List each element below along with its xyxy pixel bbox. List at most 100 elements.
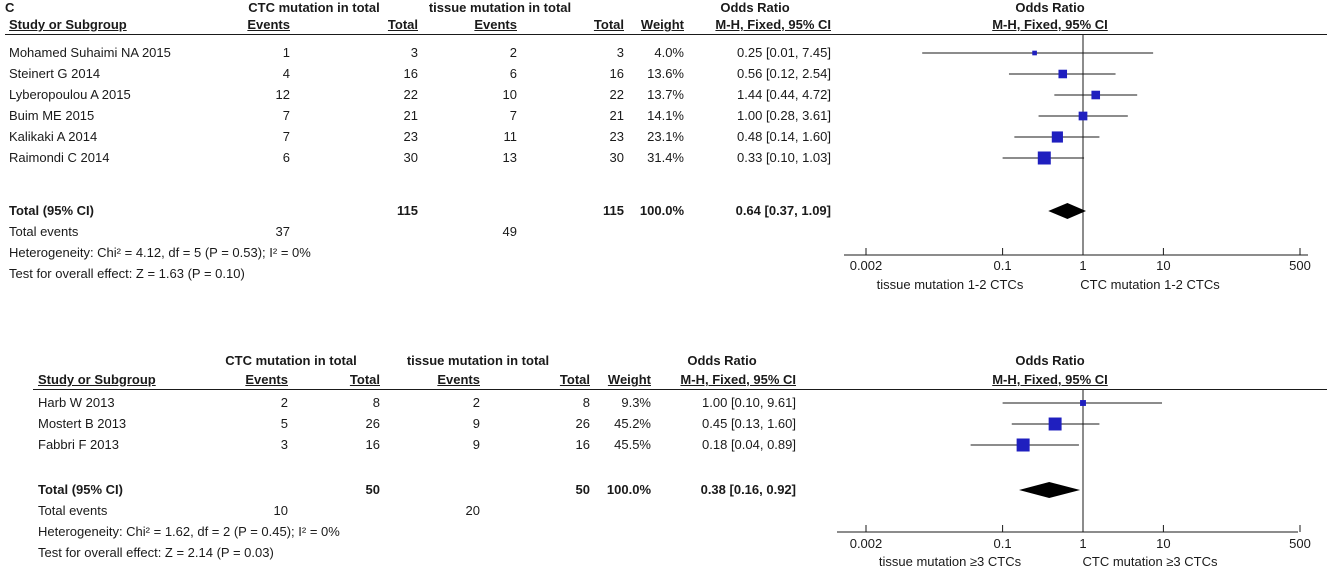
total-events-label: Total events [9, 224, 79, 239]
study-weight: 9.3% [621, 395, 651, 410]
study-weight: 45.2% [614, 416, 651, 431]
ctc-total: 30 [403, 150, 418, 165]
study-weight: 13.6% [647, 66, 684, 81]
study-ci: 0.56 [0.12, 2.54] [737, 66, 831, 81]
study-ci: 0.33 [0.10, 1.03] [737, 150, 831, 165]
ctc-group-header: CTC mutation in total [225, 353, 357, 368]
study-header: Study or Subgroup [38, 372, 156, 387]
study-marker [1058, 69, 1068, 79]
ctc-events-header: Events [245, 372, 288, 387]
study-name: Raimondi C 2014 [9, 150, 110, 165]
total-tissue: 115 [603, 203, 624, 218]
tissue-total: 8 [582, 395, 590, 410]
study-marker [1078, 111, 1088, 121]
weight-header: Weight [640, 17, 684, 32]
total-events-tissue: 20 [465, 503, 480, 518]
study-ci: 1.00 [0.10, 9.61] [702, 395, 796, 410]
study-ci: 0.48 [0.14, 1.60] [737, 129, 831, 144]
study-ci: 0.25 [0.01, 7.45] [737, 45, 831, 60]
ctc-total-header: Total [349, 372, 380, 387]
study-marker [1048, 417, 1062, 431]
axis-tick-label: 10 [1156, 536, 1171, 551]
ctc-events: 1 [282, 45, 290, 60]
plot-method: M-H, Fixed, 95% CI [992, 372, 1108, 387]
tissue-total: 30 [609, 150, 624, 165]
ctc-total: 16 [365, 437, 380, 452]
tissue-total: 23 [609, 129, 624, 144]
ctc-total: 26 [365, 416, 380, 431]
tissue-total: 21 [609, 108, 624, 123]
tissue-total: 16 [575, 437, 590, 452]
tissue-total: 22 [609, 87, 624, 102]
study-name: Harb W 2013 [38, 395, 115, 410]
axis-tick-label: 500 [1289, 536, 1311, 551]
axis-tick-label: 500 [1289, 258, 1311, 273]
tissue-events: 11 [503, 129, 518, 144]
study-name: Steinert G 2014 [9, 66, 101, 81]
total-weight: 100.0% [639, 203, 684, 218]
axis-tick-label: 0.1 [993, 536, 1012, 551]
study-ci: 1.00 [0.28, 3.61] [737, 108, 831, 123]
study-name: Mohamed Suhaimi NA 2015 [9, 45, 171, 60]
study-name: Fabbri F 2013 [38, 437, 119, 452]
odds-ratio-header: Odds Ratio [687, 353, 757, 368]
header-rule [33, 389, 1327, 390]
tissue-total-header: Total [559, 372, 590, 387]
tissue-events: 2 [509, 45, 517, 60]
favours-right-label: CTC mutation ≥3 CTCs [1082, 554, 1218, 569]
study-ci: 0.18 [0.04, 0.89] [702, 437, 796, 452]
tissue-events: 9 [472, 437, 480, 452]
total-weight: 100.0% [606, 482, 651, 497]
plot-method: M-H, Fixed, 95% CI [992, 17, 1108, 32]
total-events-label: Total events [38, 503, 108, 518]
ctc-events: 3 [280, 437, 288, 452]
tissue-total: 16 [609, 66, 624, 81]
tissue-events-header: Events [437, 372, 480, 387]
ctc-events: 7 [282, 129, 290, 144]
ctc-total: 22 [403, 87, 418, 102]
tissue-events-header: Events [474, 17, 517, 32]
ctc-events: 6 [282, 150, 290, 165]
axis-tick-label: 1 [1079, 258, 1087, 273]
total-label: Total (95% CI) [9, 203, 94, 218]
tissue-events: 10 [502, 87, 517, 102]
study-name: Lyberopoulou A 2015 [9, 87, 131, 102]
study-weight: 14.1% [647, 108, 684, 123]
study-ci: 1.44 [0.44, 4.72] [737, 87, 831, 102]
study-marker [1080, 400, 1086, 406]
total-ctc: 115 [397, 203, 418, 218]
study-ci: 0.45 [0.13, 1.60] [702, 416, 796, 431]
tissue-events: 7 [509, 108, 517, 123]
study-marker [1016, 438, 1030, 452]
pooled-diamond [1048, 203, 1087, 219]
tissue-total: 3 [616, 45, 624, 60]
plot-title: Odds Ratio [1015, 353, 1085, 368]
study-header: Study or Subgroup [9, 17, 127, 32]
tissue-events: 6 [509, 66, 517, 81]
overall-effect: Test for overall effect: Z = 2.14 (P = 0… [38, 545, 274, 560]
method-header: M-H, Fixed, 95% CI [715, 17, 831, 32]
figure-label: C [5, 0, 15, 15]
tissue-total: 26 [575, 416, 590, 431]
plot-title: Odds Ratio [1015, 0, 1085, 15]
study-marker [1051, 131, 1063, 143]
method-header: M-H, Fixed, 95% CI [680, 372, 796, 387]
favours-left-label: tissue mutation 1-2 CTCs [876, 277, 1024, 292]
study-marker [1032, 50, 1037, 56]
ctc-group-header: CTC mutation in total [248, 0, 380, 15]
favours-right-label: CTC mutation 1-2 CTCs [1080, 277, 1220, 292]
ctc-total: 23 [403, 129, 418, 144]
study-name: Kalikaki A 2014 [9, 129, 98, 144]
ctc-total-header: Total [387, 17, 418, 32]
study-weight: 13.7% [647, 87, 684, 102]
study-weight: 31.4% [647, 150, 684, 165]
total-events-tissue: 49 [502, 224, 517, 239]
total-ci: 0.64 [0.37, 1.09] [735, 203, 831, 218]
axis-tick-label: 10 [1156, 258, 1171, 273]
study-weight: 23.1% [647, 129, 684, 144]
study-name: Buim ME 2015 [9, 108, 95, 123]
total-events-ctc: 10 [273, 503, 288, 518]
study-name: Mostert B 2013 [38, 416, 127, 431]
total-ci: 0.38 [0.16, 0.92] [700, 482, 796, 497]
total-ctc: 50 [365, 482, 380, 497]
